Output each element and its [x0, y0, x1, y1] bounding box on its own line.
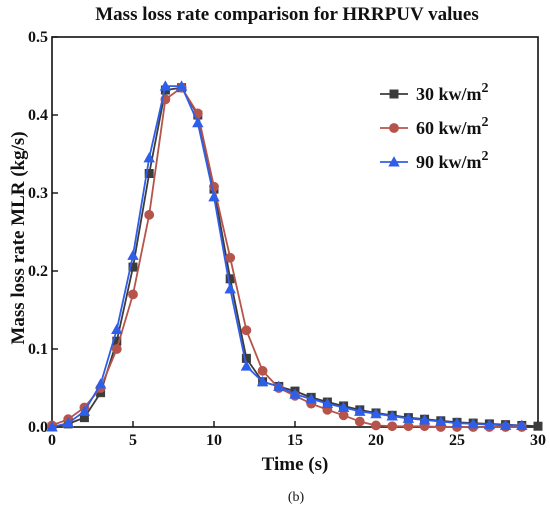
data-point	[128, 262, 138, 272]
legend-marker	[389, 89, 399, 99]
data-point	[46, 421, 58, 432]
data-point	[371, 420, 381, 431]
data-point	[467, 418, 479, 429]
legend-label-text: 30 kw/m	[416, 84, 482, 104]
legend-marker	[389, 123, 399, 133]
legend-label: 60 kw/m2	[416, 115, 489, 138]
data-point	[257, 365, 268, 376]
y-axis-title: Mass loss rate MLR (kg/s)	[8, 131, 29, 344]
data-point	[354, 405, 366, 416]
data-point	[305, 393, 317, 404]
data-point	[240, 360, 253, 371]
data-point	[321, 397, 334, 409]
data-point	[175, 80, 188, 91]
data-point	[241, 325, 252, 336]
legend-label-text: 60 kw/m	[416, 118, 482, 138]
legend-label-exponent: 2	[482, 149, 489, 164]
x-tick-label: 15	[287, 432, 303, 449]
data-point	[483, 418, 496, 430]
x-tick-label: 5	[129, 432, 137, 449]
data-point	[533, 421, 543, 431]
data-point	[224, 283, 236, 294]
data-point	[192, 116, 204, 128]
y-tick-label: 0.1	[28, 341, 48, 358]
data-point	[386, 410, 398, 421]
y-tick-label: 0.0	[28, 419, 48, 436]
chart-title: Mass loss rate comparison for HRRPUV val…	[95, 4, 479, 25]
data-point	[256, 375, 269, 387]
series-triangle	[46, 80, 528, 432]
x-axis-title: Time (s)	[262, 454, 329, 475]
series-line	[51, 86, 539, 428]
data-point	[289, 388, 301, 399]
x-tick-label: 30	[530, 432, 546, 449]
data-point	[127, 249, 139, 260]
data-point	[78, 405, 91, 416]
series-layer	[46, 80, 543, 432]
legend-marker	[388, 156, 400, 167]
x-axis-ticks: 0 5 10 15 20 25 30	[48, 421, 546, 449]
data-point	[403, 421, 414, 432]
legend-item: 90 kw/m2	[380, 149, 489, 172]
data-point	[435, 415, 447, 427]
y-tick-label: 0.2	[28, 263, 48, 280]
data-point	[62, 417, 74, 428]
data-point	[111, 323, 123, 334]
data-point	[338, 410, 349, 421]
y-axis-ticks: 0.0 0.1 0.2 0.3 0.4 0.5	[28, 29, 58, 436]
data-point	[144, 169, 154, 179]
legend-label-exponent: 2	[482, 115, 489, 130]
y-tick-label: 0.3	[28, 185, 48, 202]
data-point	[387, 421, 398, 432]
x-tick-label: 10	[206, 432, 222, 449]
legend-label-exponent: 2	[482, 81, 489, 96]
figure-caption: (b)	[288, 490, 305, 505]
data-point	[451, 417, 463, 428]
data-point	[337, 401, 350, 412]
data-point	[111, 344, 122, 354]
legend-item: 30 kw/m2	[380, 81, 489, 104]
data-point	[516, 419, 528, 430]
data-point	[273, 380, 285, 391]
legend-label: 90 kw/m2	[416, 149, 489, 172]
data-point	[499, 419, 512, 430]
legend-item: 60 kw/m2	[380, 115, 489, 138]
data-point	[402, 412, 415, 423]
legend-label: 30 kw/m2	[416, 81, 489, 104]
data-point	[370, 407, 382, 419]
data-point	[225, 252, 236, 263]
data-point	[128, 289, 138, 300]
data-point	[159, 80, 172, 91]
x-tick-label: 0	[48, 432, 56, 449]
data-point	[94, 378, 107, 389]
series-line	[51, 86, 522, 428]
legend-label-text: 90 kw/m	[416, 152, 482, 172]
data-point	[143, 152, 155, 163]
data-point	[354, 416, 365, 427]
y-tick-label: 0.4	[28, 107, 48, 124]
y-tick-label: 0.5	[28, 29, 48, 46]
data-point	[144, 209, 155, 220]
x-tick-label: 25	[449, 432, 465, 449]
x-tick-label: 20	[368, 432, 384, 449]
data-point	[208, 191, 220, 202]
data-point	[418, 414, 431, 425]
